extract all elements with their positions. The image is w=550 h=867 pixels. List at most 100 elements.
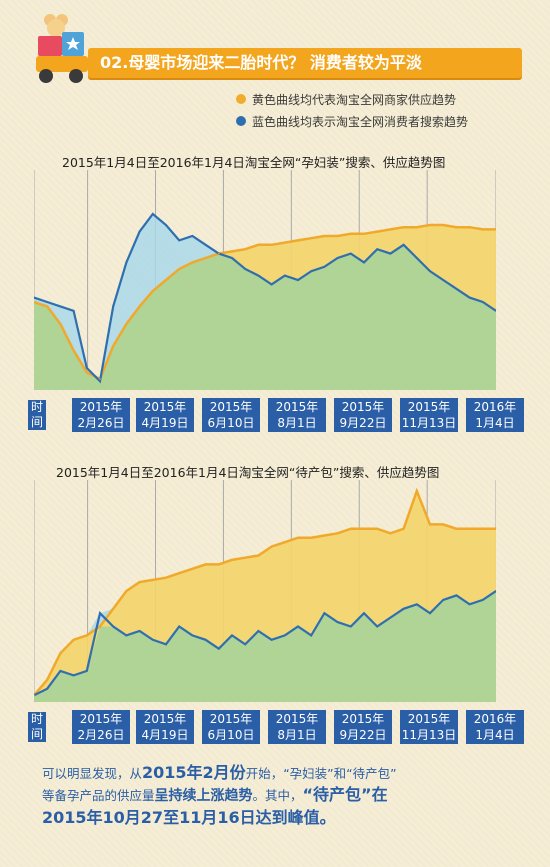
search-point (178, 239, 180, 242)
search-point (455, 288, 458, 290)
search-point (455, 594, 458, 597)
axis-tick-label: 2016年 1月4日 (466, 710, 524, 744)
supply-point (257, 554, 260, 557)
supply-point (99, 378, 101, 380)
search-point (389, 252, 392, 255)
search-point (270, 639, 273, 641)
supply-point (468, 528, 471, 530)
supply-point (310, 237, 313, 239)
supply-point (402, 528, 405, 530)
search-point (270, 283, 273, 286)
search-point (336, 621, 339, 623)
search-point (350, 252, 352, 255)
legend: 黄色曲线均代表淘宝全网商家供应趋势 蓝色曲线均表示淘宝全网消费者搜索趋势 (236, 88, 468, 132)
axis-tick-label: 2015年 8月1日 (268, 398, 326, 432)
supply-point (284, 541, 286, 543)
search-point (112, 305, 114, 308)
supply-point (455, 528, 458, 530)
axis-tick-label: 2015年 4月19日 (136, 710, 194, 744)
supply-point (482, 228, 484, 231)
search-point (59, 670, 62, 672)
search-point (125, 261, 128, 264)
conclusion-highlight: 2015年2月份 (142, 763, 246, 782)
search-point (86, 367, 88, 369)
supply-point (495, 228, 496, 231)
supply-point (46, 305, 48, 308)
supply-point (34, 301, 35, 303)
search-point (165, 224, 167, 226)
overlap-area (34, 591, 496, 702)
time-axis: 时间 2015年 2月26日 2015年 4月19日 2015年 6月10日 2015年 8月… (28, 710, 528, 746)
axis-tick-label: 2015年 2月26日 (72, 398, 130, 432)
conclusion-highlight: “待产包”在 (302, 785, 388, 804)
search-point (416, 257, 418, 259)
search-point (376, 248, 379, 250)
conclusion-highlight: 呈持续上涨趋势 (154, 788, 253, 804)
supply-point (46, 679, 48, 681)
supply-point (178, 268, 180, 270)
supply-point (191, 261, 194, 264)
supply-point (389, 532, 392, 535)
axis-tick-label: 2016年 1月4日 (466, 398, 524, 432)
search-point (59, 305, 62, 308)
supply-point (270, 545, 273, 548)
search-point (138, 230, 141, 233)
section-title: 02.母婴市场迎来二胎时代？ 消费者较为平淡 (88, 48, 522, 78)
axis-tick-label: 2015年 4月19日 (136, 398, 194, 432)
search-point (297, 279, 299, 281)
search-point (99, 380, 101, 382)
chart-hospital-bag (34, 480, 496, 702)
supply-point (323, 235, 326, 237)
supply-point (336, 235, 339, 237)
conclusion-text: 可以明显发现，从2015年2月份开始，“孕妇装”和“待产包” 等备孕产品的供应量… (42, 762, 522, 829)
search-point (257, 274, 260, 277)
supply-point (125, 323, 128, 325)
search-point (72, 674, 75, 677)
supply-point (376, 230, 379, 233)
search-point (165, 643, 167, 646)
axis-tick-label: 2015年 11月13日 (400, 398, 458, 432)
search-point (482, 301, 484, 303)
supply-point (429, 224, 431, 226)
supply-point (442, 224, 445, 226)
conclusion-part: 等备孕产品的供应量 (42, 788, 155, 803)
axis-tick-label: 2015年 9月22日 (334, 398, 392, 432)
supply-point (86, 634, 88, 637)
search-point (310, 270, 313, 272)
search-point (323, 612, 326, 614)
search-point (46, 687, 48, 690)
axis-tick-label: 2015年 9月22日 (334, 710, 392, 744)
search-point (402, 607, 405, 610)
supply-point (270, 244, 273, 246)
axis-tick-label: 2015年 6月10日 (202, 398, 260, 432)
search-line (34, 212, 496, 384)
supply-point (204, 257, 207, 259)
search-point (284, 274, 286, 277)
supply-point (231, 559, 233, 561)
search-point (244, 268, 246, 270)
supply-point (125, 590, 128, 592)
search-point (138, 630, 141, 632)
search-point (152, 213, 154, 215)
supply-point (336, 532, 339, 535)
supply-point (165, 279, 167, 281)
supply-point (218, 252, 220, 255)
search-point (99, 612, 101, 614)
chart-title: 2015年1月4日至2016年1月4日淘宝全网“待产包”搜索、供应趋势图 (56, 465, 440, 480)
time-axis-label: 时间 (28, 712, 46, 742)
supply-point (244, 556, 246, 559)
search-point (495, 590, 496, 592)
axis-tick-label: 2015年 11月13日 (400, 710, 458, 744)
search-point (218, 647, 220, 650)
overlap-area (34, 244, 496, 390)
search-point (442, 279, 445, 281)
search-point (482, 599, 484, 601)
conclusion-part: 。其中， (252, 788, 303, 803)
supply-point (389, 228, 392, 231)
search-point (112, 625, 114, 628)
search-point (34, 296, 35, 299)
search-point (191, 634, 194, 637)
supply-point (350, 233, 352, 235)
supply-point (152, 290, 154, 292)
supply-point (72, 639, 75, 641)
